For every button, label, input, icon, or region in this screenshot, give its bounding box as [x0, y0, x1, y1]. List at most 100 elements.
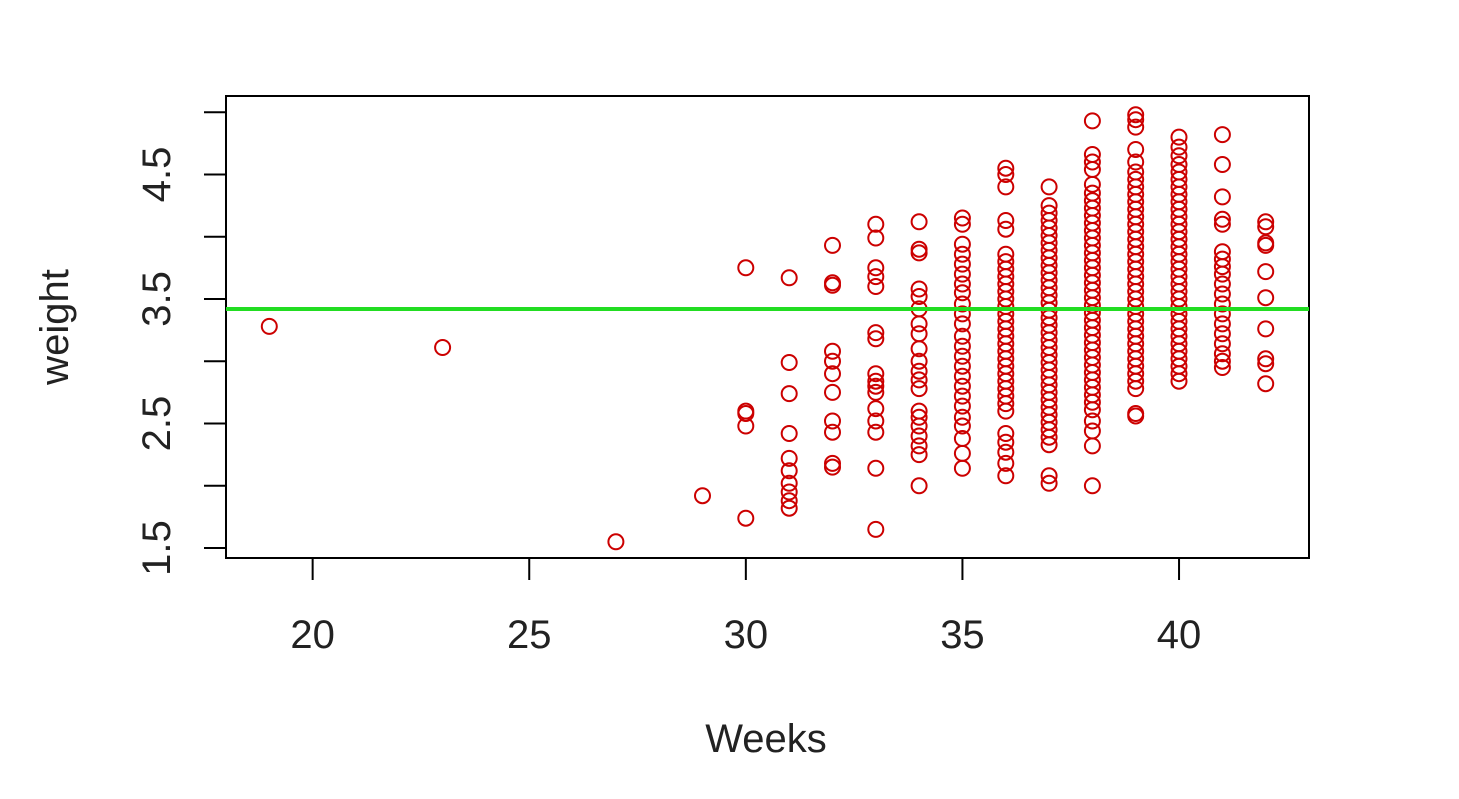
data-point [867, 459, 885, 477]
data-point [997, 467, 1015, 485]
data-point [260, 317, 278, 335]
data-point [824, 352, 841, 370]
data-point [910, 362, 928, 380]
data-point [824, 365, 841, 383]
data-point [910, 280, 928, 298]
data-point [1170, 138, 1188, 156]
data-point [694, 487, 711, 505]
data-point [867, 365, 885, 383]
data-point [1040, 428, 1058, 446]
data-point [910, 380, 928, 398]
data-point [1213, 325, 1231, 343]
data-point [780, 462, 798, 480]
data-point [1213, 126, 1231, 144]
data-point [780, 499, 798, 517]
data-point [1040, 467, 1058, 485]
data-point [1083, 437, 1101, 455]
data-point [867, 400, 885, 418]
data-point [953, 255, 971, 273]
data-point [997, 178, 1015, 196]
data-point [824, 454, 841, 472]
data-point [1083, 422, 1101, 440]
plot-frame [225, 95, 1310, 559]
data-point [953, 305, 971, 323]
data-point [910, 477, 928, 495]
data-point [1127, 372, 1145, 390]
data-point [867, 383, 885, 401]
data-point [867, 268, 885, 286]
y-tick-label: 4.5 [135, 147, 179, 203]
data-point [910, 340, 928, 358]
y-axis: 1.5 2.5 3.5 4.5 [135, 111, 227, 576]
data-point [1083, 412, 1101, 430]
data-point [737, 509, 755, 527]
data-point [953, 347, 971, 365]
data-point [953, 284, 971, 302]
data-point [910, 213, 928, 231]
data-point [1213, 275, 1231, 293]
data-point [1213, 285, 1231, 303]
data-point [824, 342, 841, 360]
data-point [1257, 289, 1275, 307]
data-point [1213, 188, 1231, 206]
data-point [824, 383, 841, 401]
data-point [1213, 345, 1231, 363]
y-tick-label: 1.5 [135, 520, 179, 576]
data-point [910, 325, 928, 343]
data-point [1213, 215, 1231, 233]
data-point [1213, 315, 1231, 333]
x-tick-label: 30 [724, 613, 769, 657]
data-point [737, 259, 755, 277]
data-point [824, 412, 841, 430]
data-point [1257, 350, 1275, 368]
data-point [953, 408, 971, 426]
data-point [780, 483, 798, 501]
data-point [867, 377, 885, 395]
data-point [953, 337, 971, 355]
data-point [1213, 359, 1231, 376]
x-tick-label: 20 [290, 613, 335, 657]
data-point [1127, 380, 1145, 398]
x-axis: 20 25 30 35 40 [290, 557, 1202, 657]
x-tick-label: 40 [1157, 613, 1202, 657]
data-point [997, 454, 1015, 472]
data-point [1170, 365, 1188, 383]
x-tick-label: 25 [507, 613, 552, 657]
data-point [1257, 218, 1275, 236]
data-point [1083, 401, 1101, 419]
data-point [867, 423, 885, 441]
data-point [953, 387, 971, 405]
data-point [953, 315, 971, 333]
data-point [1213, 265, 1231, 283]
data-point [1040, 474, 1058, 492]
data-point [910, 352, 928, 370]
data-point [953, 235, 971, 253]
data-point [910, 427, 928, 445]
data-point [997, 443, 1015, 461]
data-point [910, 240, 928, 258]
data-point [780, 354, 798, 371]
data-point [953, 275, 971, 293]
y-tick-label: 3.5 [135, 271, 179, 327]
x-axis-label: Weeks [705, 717, 827, 761]
data-point [1083, 112, 1101, 130]
data-point [1127, 106, 1145, 124]
data-point [1083, 477, 1101, 495]
data-point [1213, 352, 1231, 370]
data-point [1127, 118, 1145, 136]
data-point [997, 220, 1015, 238]
data-point [953, 444, 971, 462]
data-point [1127, 407, 1145, 425]
data-point [1213, 210, 1231, 228]
y-axis-label: weight [33, 269, 77, 386]
data-points [260, 106, 1275, 551]
data-point [1257, 263, 1275, 281]
data-point [824, 423, 841, 441]
data-point [867, 259, 885, 277]
data-point [997, 402, 1015, 420]
data-point [953, 459, 971, 477]
data-point [997, 212, 1015, 229]
data-point [1170, 147, 1188, 165]
data-point [867, 372, 885, 390]
